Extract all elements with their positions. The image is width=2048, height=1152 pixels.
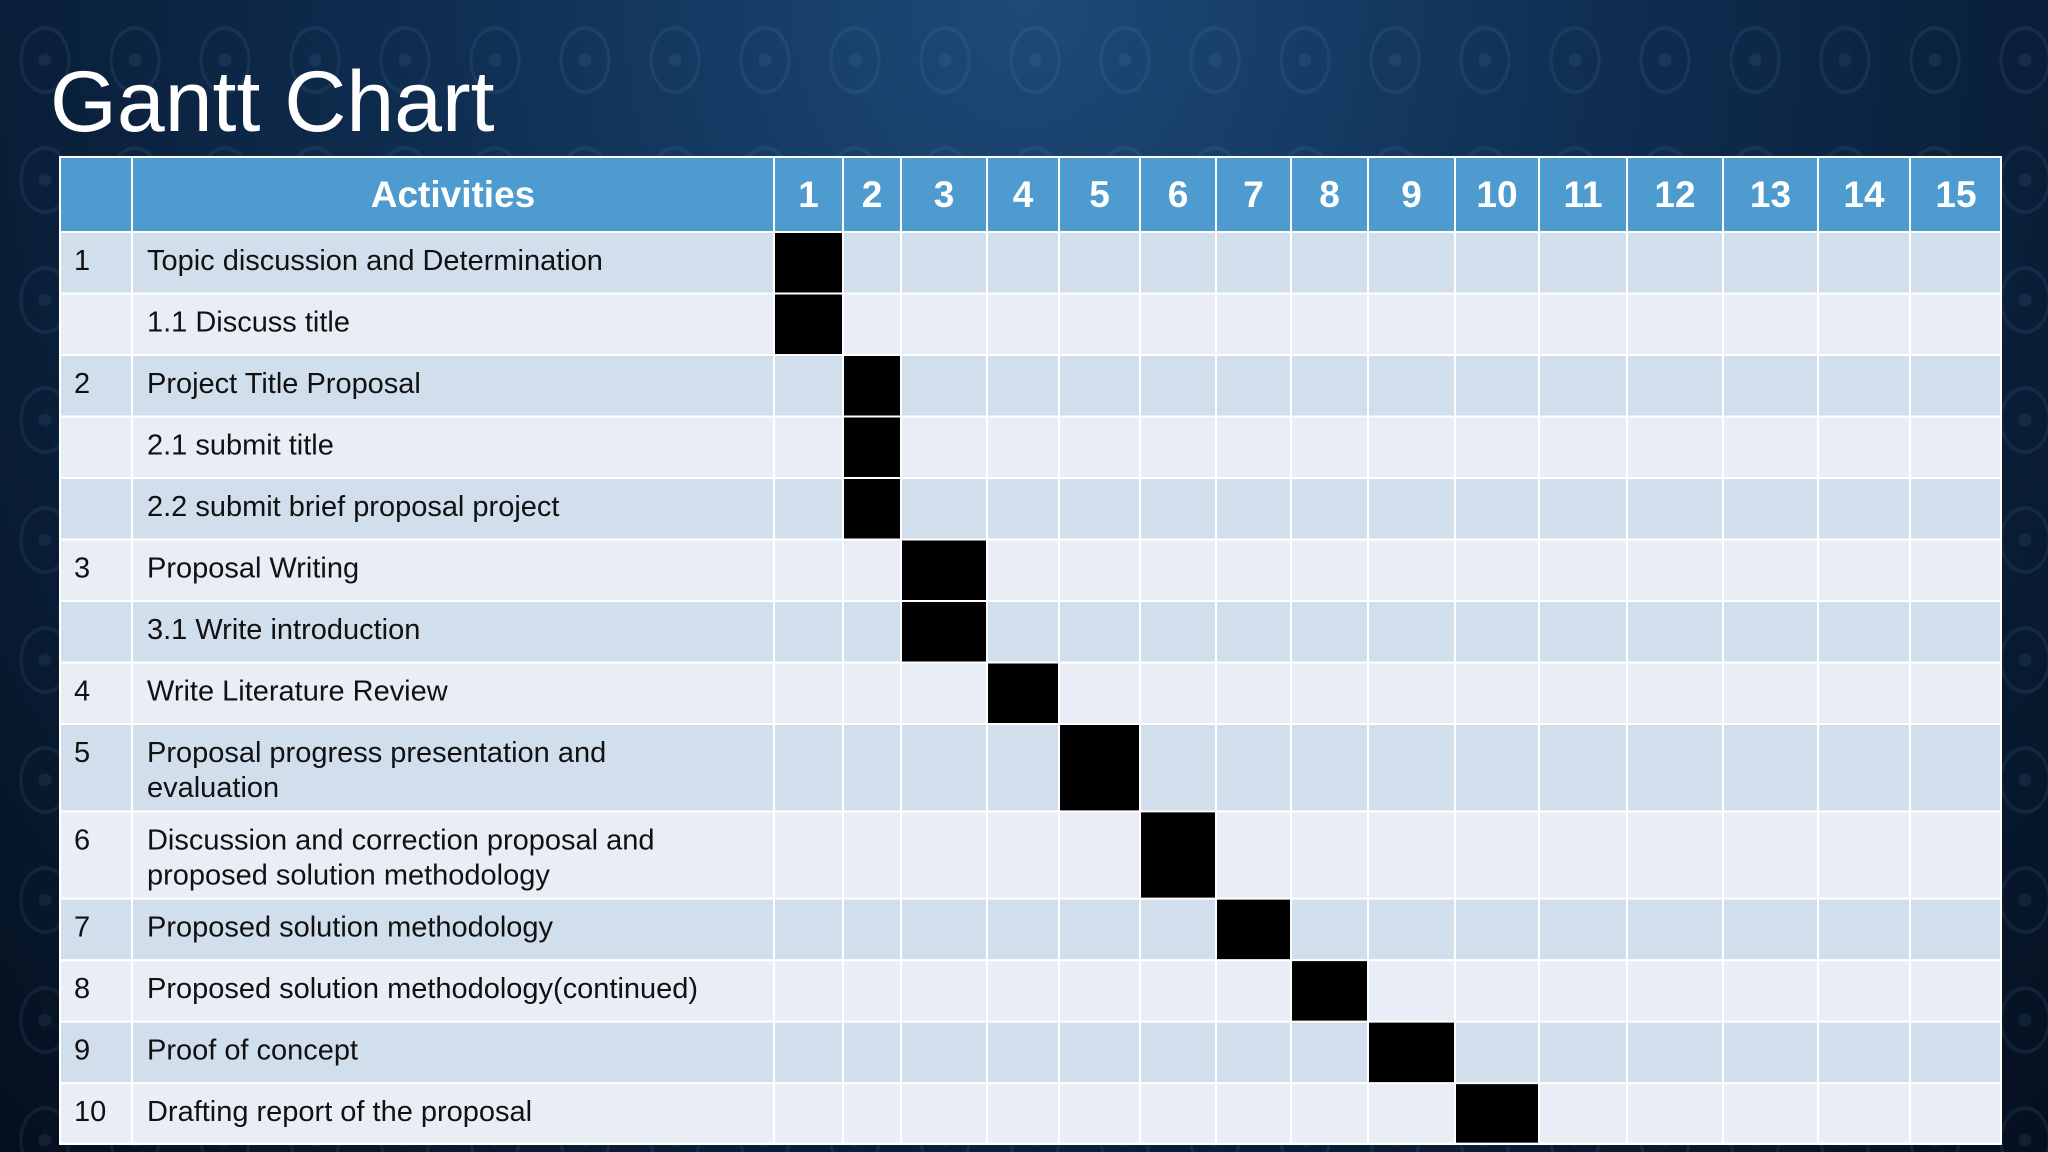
header-period-4: 4 [1013,174,1034,215]
row-number: 2 [74,368,90,400]
table-border [59,156,2002,1145]
header-period-5: 5 [1089,174,1110,215]
header-period-12: 12 [1654,174,1695,215]
gantt-bar-row6-period3 [901,539,988,601]
header-period-14: 14 [1843,174,1885,215]
row-number: 7 [74,912,90,944]
gantt-bar-row2-period1 [774,293,844,355]
table-row [59,231,2002,294]
header-activities-label: Activities [371,174,535,215]
header-period-9: 9 [1401,174,1422,215]
table-row [59,354,2002,417]
row-number: 1 [74,245,90,277]
gantt-bar-row10-period6 [1139,811,1216,899]
activity-label: Topic discussion and Determination [147,245,603,277]
gantt-bar-row11-period7 [1215,898,1291,961]
activity-label: Discussion and correction proposal and [147,824,655,856]
gantt-bar-row13-period9 [1367,1021,1455,1084]
table-row [59,539,2002,601]
header-period-8: 8 [1319,174,1340,215]
gantt-bar-row4-period2 [843,416,902,478]
activity-label: 2.2 submit brief proposal project [147,491,559,523]
activity-label: Proposed solution methodology [147,912,554,944]
header-row [59,156,2002,232]
gantt-bar-row1-period1 [774,231,844,294]
table-row [59,293,2002,355]
header-period-7: 7 [1243,174,1264,215]
header-period-10: 10 [1476,174,1517,215]
gantt-bar-row3-period2 [843,354,902,417]
row-number: 6 [74,824,90,856]
table-row [59,898,2002,961]
row-number: 5 [74,737,90,769]
activity-label: 3.1 Write introduction [147,614,420,646]
gantt-bar-row7-period3 [901,600,988,663]
gantt-bar-row12-period8 [1290,960,1368,1022]
table-row [59,1021,2002,1084]
gantt-bar-row5-period2 [843,477,902,540]
activity-label: Write Literature Review [147,675,448,707]
row-number: 4 [74,675,90,707]
row-number: 8 [74,973,90,1005]
table-row [59,960,2002,1022]
slide-title: Gantt Chart [50,54,495,150]
gantt-bar-row14-period10 [1454,1083,1539,1145]
row-number: 10 [74,1096,106,1128]
gantt-table: Activities 1 2 3 4 5 6 7 8 9 10 11 12 13 14 151 Topic di… [59,156,2002,1145]
activity-label: Drafting report of the proposal [147,1096,532,1128]
table-row [59,723,2002,812]
gantt-bar-row8-period4 [987,662,1059,724]
activity-label: Proposal Writing [147,552,359,584]
activity-label: Proposed solution methodology(continued) [147,973,698,1005]
activity-label: Proof of concept [147,1035,358,1067]
table-row [59,1083,2002,1145]
activity-label: evaluation [147,772,279,804]
header-period-2: 2 [862,174,883,215]
header-period-15: 15 [1935,174,1976,215]
header-period-11: 11 [1563,174,1602,215]
gantt-bar-row9-period5 [1058,723,1140,812]
row-number: 9 [74,1035,90,1067]
table-row [59,416,2002,478]
header-period-13: 13 [1750,174,1791,215]
table-row [59,600,2002,663]
activity-label: proposed solution methodology [147,859,550,891]
header-period-3: 3 [934,174,955,215]
header-period-1: 1 [798,174,819,215]
activity-label: 1.1 Discuss title [147,306,350,338]
activity-label: Project Title Proposal [147,368,421,400]
activity-label: 2.1 submit title [147,429,334,461]
header-period-6: 6 [1168,174,1189,215]
table-row [59,811,2002,899]
table-row [59,477,2002,540]
activity-label: Proposal progress presentation and [147,737,606,769]
row-number: 3 [74,552,90,584]
